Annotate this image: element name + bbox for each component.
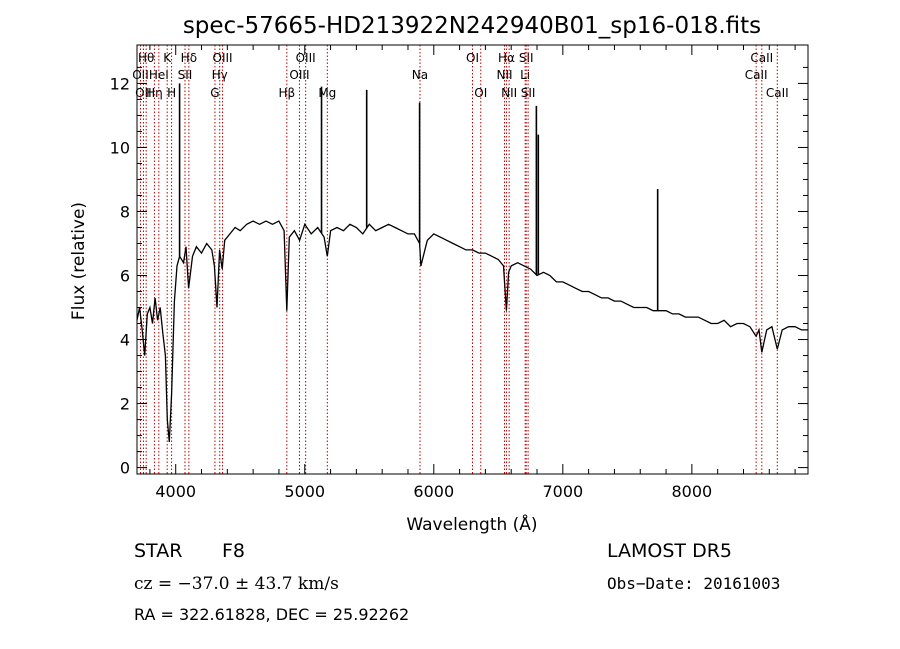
line-marker-label: H — [167, 86, 176, 100]
object-subclass: F8 — [222, 540, 245, 562]
line-marker-label: CaII — [766, 86, 789, 100]
redshift-text: cz = −37.0 ± 43.7 km/s — [134, 574, 339, 594]
line-marker-label: CaII — [750, 51, 773, 65]
line-marker-label: SII — [519, 51, 534, 65]
line-marker-label: Hδ — [181, 51, 197, 65]
line-marker-label: HeI — [149, 68, 169, 82]
obs-date: Obs−Date: 20161003 — [607, 574, 780, 593]
line-marker-label: OI — [474, 86, 487, 100]
x-tick-label: 6000 — [413, 482, 454, 501]
axis-ticks: 4000 5000 6000 7000 8000 0 2 4 6 8 10 12 — [110, 45, 808, 501]
y-tick-label: 0 — [120, 459, 130, 478]
x-tick-label: 4000 — [155, 482, 196, 501]
x-axis-label: Wavelength (Å) — [406, 513, 537, 535]
survey-name: LAMOST DR5 — [607, 540, 732, 562]
coordinates: RA = 322.61828, DEC = 25.92262 — [134, 605, 409, 624]
line-markers: OIIOIIHθHηHeIKHSIIHδGHγOIIIHβOIIIOIIIMgN… — [132, 45, 789, 474]
line-marker-label: OIII — [289, 68, 309, 82]
line-marker-label: OI — [466, 51, 479, 65]
x-tick-label: 7000 — [542, 482, 583, 501]
line-marker-label: SII — [521, 86, 536, 100]
spectrum-line — [136, 220, 808, 443]
line-marker-label: CaII — [745, 68, 768, 82]
line-marker-label: Hγ — [212, 68, 228, 82]
line-marker-label: SII — [178, 68, 193, 82]
line-marker-label: G — [210, 86, 219, 100]
line-marker-label: Mg — [318, 86, 336, 100]
y-axis-label: Flux (relative) — [69, 202, 89, 320]
line-marker-label: NII — [496, 68, 512, 82]
line-marker-label: OII — [135, 86, 152, 100]
y-tick-label: 12 — [110, 74, 130, 93]
chart-title: spec-57665-HD213922N242940B01_sp16-018.f… — [183, 13, 761, 39]
line-marker-label: K — [163, 51, 172, 65]
y-tick-label: 8 — [120, 202, 130, 221]
line-marker-label: Hθ — [138, 51, 154, 65]
line-marker-label: NII — [501, 86, 517, 100]
x-tick-label: 5000 — [284, 482, 325, 501]
line-marker-label: Li — [520, 68, 530, 82]
line-marker-label: OIII — [296, 51, 316, 65]
y-tick-label: 2 — [120, 395, 130, 414]
spectrum-series — [136, 83, 808, 443]
y-tick-label: 6 — [120, 267, 130, 286]
line-marker-label: OII — [132, 68, 149, 82]
y-tick-label: 4 — [120, 331, 130, 350]
x-tick-label: 8000 — [672, 482, 713, 501]
line-marker-label: OIII — [213, 51, 233, 65]
y-tick-label: 10 — [110, 138, 130, 157]
line-marker-label: Hα — [498, 51, 515, 65]
line-marker-label: Hη — [146, 86, 163, 100]
line-marker-label: Hβ — [278, 86, 295, 100]
line-marker-label: Na — [412, 68, 428, 82]
object-class: STAR — [134, 540, 182, 562]
